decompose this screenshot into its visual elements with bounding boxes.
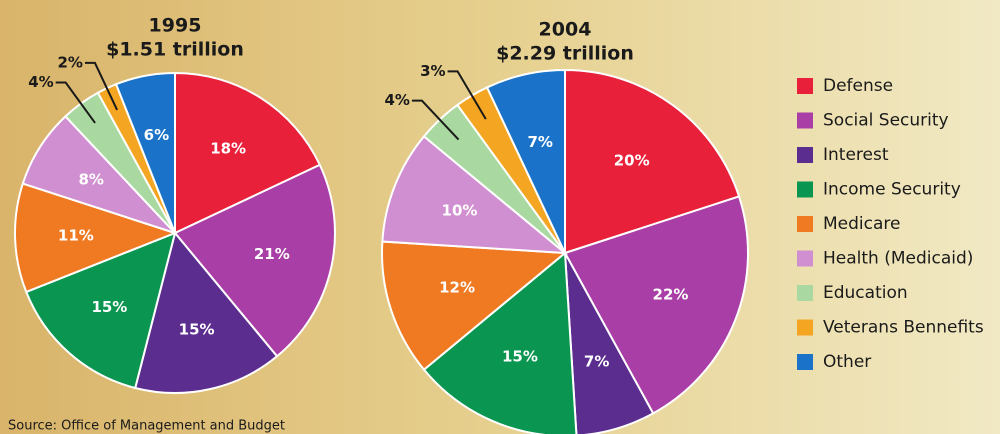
- pie-slice: [564, 68, 741, 255]
- data-label: 15%: [179, 320, 215, 338]
- chart-title: 2004: [539, 19, 592, 41]
- data-label: 10%: [442, 202, 478, 220]
- data-label: 4%: [28, 73, 53, 91]
- legend-swatch: [797, 250, 813, 267]
- data-label: 18%: [210, 140, 246, 158]
- chart-subtitle: $2.29 trillion: [496, 43, 634, 65]
- legend-label: Other: [823, 352, 871, 372]
- data-label: 21%: [254, 245, 290, 263]
- legend-label: Veterans Bennefits: [823, 318, 984, 338]
- pie-slice: [381, 240, 568, 372]
- legend-label: Social Security: [823, 111, 949, 131]
- legend-swatch: [797, 285, 813, 301]
- legend-swatch: [797, 354, 813, 370]
- pie-slice: [14, 182, 178, 294]
- source: Source: Office of Management and Budget: [8, 419, 285, 434]
- pie-slice: [173, 163, 336, 358]
- data-label: 11%: [58, 227, 94, 245]
- legend-swatch: [797, 78, 813, 94]
- pie-slice: [381, 134, 569, 255]
- pie-slice: [564, 252, 655, 434]
- data-label: 15%: [502, 348, 538, 366]
- data-label: 15%: [91, 298, 127, 316]
- data-label: 2%: [57, 53, 82, 71]
- chart-title: 1995: [149, 15, 202, 37]
- leader-line: [84, 61, 118, 111]
- legend-swatch: [797, 216, 813, 232]
- legend-swatch: [797, 181, 813, 198]
- legend-label: Medicare: [823, 214, 900, 234]
- leader-line: [55, 81, 96, 124]
- legend-label: Health (Medicaid): [823, 249, 973, 269]
- leader-line: [447, 70, 487, 120]
- legend-swatch: [797, 147, 813, 163]
- chart-subtitle: $1.51 trillion: [106, 39, 244, 61]
- data-label: 7%: [528, 133, 553, 151]
- legend-label: Interest: [823, 145, 889, 165]
- data-label: 4%: [384, 91, 409, 109]
- leader-line: [411, 99, 460, 141]
- pie-slice: [174, 71, 322, 235]
- data-label: 3%: [420, 62, 445, 80]
- pie-slice: [133, 230, 279, 394]
- pie-slice: [485, 68, 566, 254]
- data-label: 22%: [653, 285, 689, 303]
- data-label: 20%: [614, 152, 650, 170]
- legend-label: Income Security: [823, 180, 961, 200]
- pie-slice: [422, 250, 578, 434]
- pie-slice: [563, 195, 749, 415]
- data-label: 8%: [79, 170, 104, 188]
- pie-slice: [24, 231, 177, 390]
- legend-label: Defense: [823, 76, 893, 96]
- legend-label: Education: [823, 283, 908, 303]
- data-label: 12%: [439, 279, 475, 297]
- data-label: 6%: [144, 126, 169, 144]
- data-label: 7%: [584, 352, 609, 370]
- legend-swatch: [797, 112, 813, 129]
- legend-swatch: [797, 319, 813, 336]
- pie-slice: [114, 71, 176, 234]
